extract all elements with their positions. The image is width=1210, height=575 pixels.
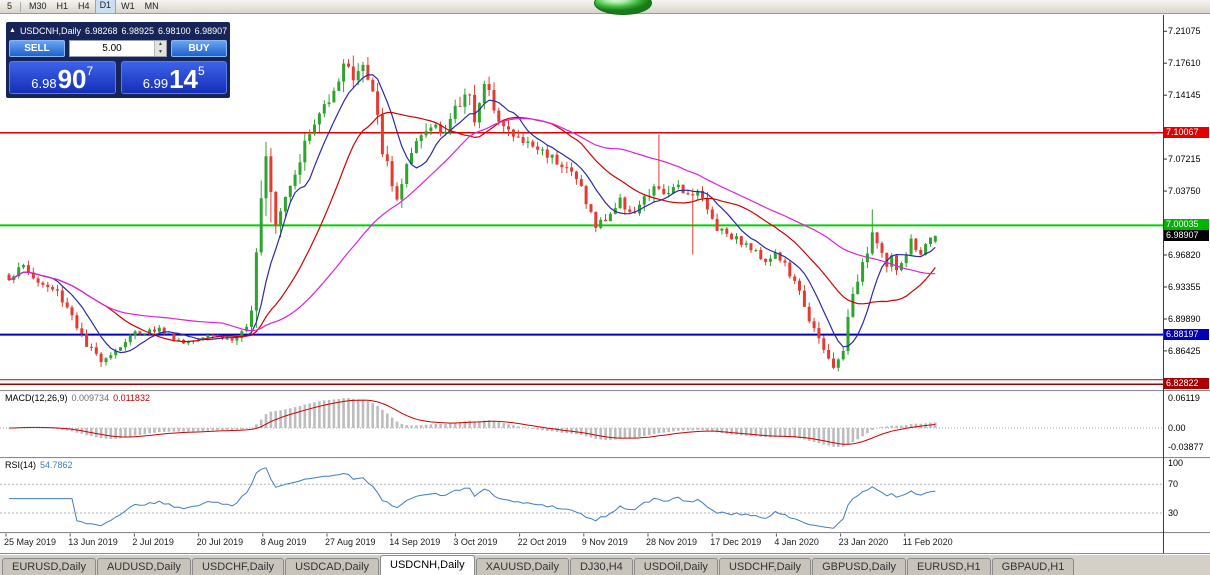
ohlc-close: 6.98907 xyxy=(194,25,228,36)
volume-down-button[interactable]: ▼ xyxy=(155,48,166,56)
chart-tab-eurusd-h1[interactable]: EURUSD,H1 xyxy=(907,558,991,575)
rsi-value: 54.7862 xyxy=(40,460,73,470)
timeframe-button-M30[interactable]: M30 xyxy=(29,1,47,11)
date-label: 13 Jun 2019 xyxy=(68,537,118,547)
timeframe-button-W1[interactable]: W1 xyxy=(121,1,135,11)
date-label: 3 Oct 2019 xyxy=(453,537,498,547)
buy-price-base: 6.99 xyxy=(142,76,169,91)
date-label: 14 Sep 2019 xyxy=(389,537,441,547)
chart-tab-audusd-daily[interactable]: AUDUSD,Daily xyxy=(96,558,191,575)
ohlc-high: 6.98925 xyxy=(121,25,155,36)
volume-value[interactable]: 5.00 xyxy=(102,43,122,54)
sell-price-base: 6.98 xyxy=(31,76,57,91)
time-axis: 25 May 2019 13 Jun 2019 2 Jul 2019 20 Jul 2… xyxy=(0,537,1163,551)
buy-price-display[interactable]: 6.99 14 5 xyxy=(120,61,227,94)
chart-tab-usdchf-daily[interactable]: USDCHF,Daily xyxy=(191,558,285,575)
chart-tab-eurusd-daily[interactable]: EURUSD,Daily xyxy=(2,558,96,575)
chart-tab-xauusd-daily[interactable]: XAUUSD,Daily xyxy=(475,558,569,575)
date-label: 25 May 2019 xyxy=(4,537,57,547)
date-label: 20 Jul 2019 xyxy=(196,537,244,547)
volume-input[interactable]: 5.00 ▲ ▼ xyxy=(69,40,167,57)
chart-tab-dj30-h4[interactable]: DJ30,H4 xyxy=(569,558,633,575)
date-label: 17 Dec 2019 xyxy=(710,537,762,547)
volume-up-button[interactable]: ▲ xyxy=(155,41,166,49)
date-label: 8 Aug 2019 xyxy=(260,537,307,547)
macd-indicator-label: MACD(12,26,9) 0.009734 0.011832 xyxy=(5,393,150,403)
chart-tabs-bar: EURUSD,Daily AUDUSD,Daily USDCHF,Daily USDC… xyxy=(0,554,1210,575)
macd-signal-value: 0.011832 xyxy=(113,393,150,403)
ohlc-low: 6.98100 xyxy=(158,25,191,36)
macd-value: 0.009734 xyxy=(71,393,110,403)
date-label: 11 Feb 2020 xyxy=(902,537,953,547)
panel-collapse-icon[interactable]: ▲ xyxy=(9,27,16,34)
date-label: 27 Aug 2019 xyxy=(325,537,376,547)
date-label: 28 Nov 2019 xyxy=(646,537,698,547)
sell-price-pips: 90 xyxy=(57,64,87,94)
date-label: 2 Jul 2019 xyxy=(132,537,174,547)
buy-price-pips: 14 xyxy=(169,64,199,94)
chart-tab-gbpaud-h1[interactable]: GBPAUD,H1 xyxy=(991,558,1075,575)
sell-button[interactable]: SELL xyxy=(9,40,65,57)
timeframe-button-H4[interactable]: H4 xyxy=(78,1,90,11)
date-label: 4 Jan 2020 xyxy=(774,537,819,547)
rsi-indicator-label: RSI(14) 54.7862 xyxy=(5,460,73,470)
macd-name: MACD(12,26,9) xyxy=(5,393,68,403)
sell-price-point: 7 xyxy=(86,64,94,78)
chart-tab-usdcnh-daily[interactable]: USDCNH,Daily xyxy=(380,555,475,575)
chart-tab-usdcad-daily[interactable]: USDCAD,Daily xyxy=(285,558,380,575)
timeframe-button-D1[interactable]: D1 xyxy=(94,0,117,14)
chart-ohlc-header: ▲ USDCNH,Daily 6.98268 6.98925 6.98100 6… xyxy=(9,24,227,37)
buy-price-point: 5 xyxy=(198,64,205,78)
date-label: 23 Jan 2020 xyxy=(838,537,889,547)
date-label: 9 Nov 2019 xyxy=(581,537,628,547)
chart-symbol-label: USDCNH,Daily xyxy=(19,25,81,36)
buy-button[interactable]: BUY xyxy=(171,40,227,57)
rsi-name: RSI(14) xyxy=(5,460,37,470)
timeframe-button-5[interactable]: 5 xyxy=(7,1,13,11)
volume-spinner[interactable]: ▲ ▼ xyxy=(154,41,166,56)
date-label: 22 Oct 2019 xyxy=(517,537,567,547)
sell-price-display[interactable]: 6.98 90 7 xyxy=(9,61,116,94)
chart-tab-usdoil-daily[interactable]: USDOil,Daily xyxy=(633,558,718,575)
timeframe-button-MN[interactable]: MN xyxy=(144,1,159,11)
chart-tab-usdchf-daily[interactable]: USDCHF,Daily xyxy=(718,558,812,575)
chart-tab-gbpusd-daily[interactable]: GBPUSD,Daily xyxy=(812,558,907,575)
ohlc-open: 6.98268 xyxy=(84,25,118,36)
one-click-trading-panel: ▲ USDCNH,Daily 6.98268 6.98925 6.98100 6… xyxy=(6,22,230,98)
timeframe-button-H1[interactable]: H1 xyxy=(56,1,69,11)
toolbar-separator xyxy=(20,1,22,12)
